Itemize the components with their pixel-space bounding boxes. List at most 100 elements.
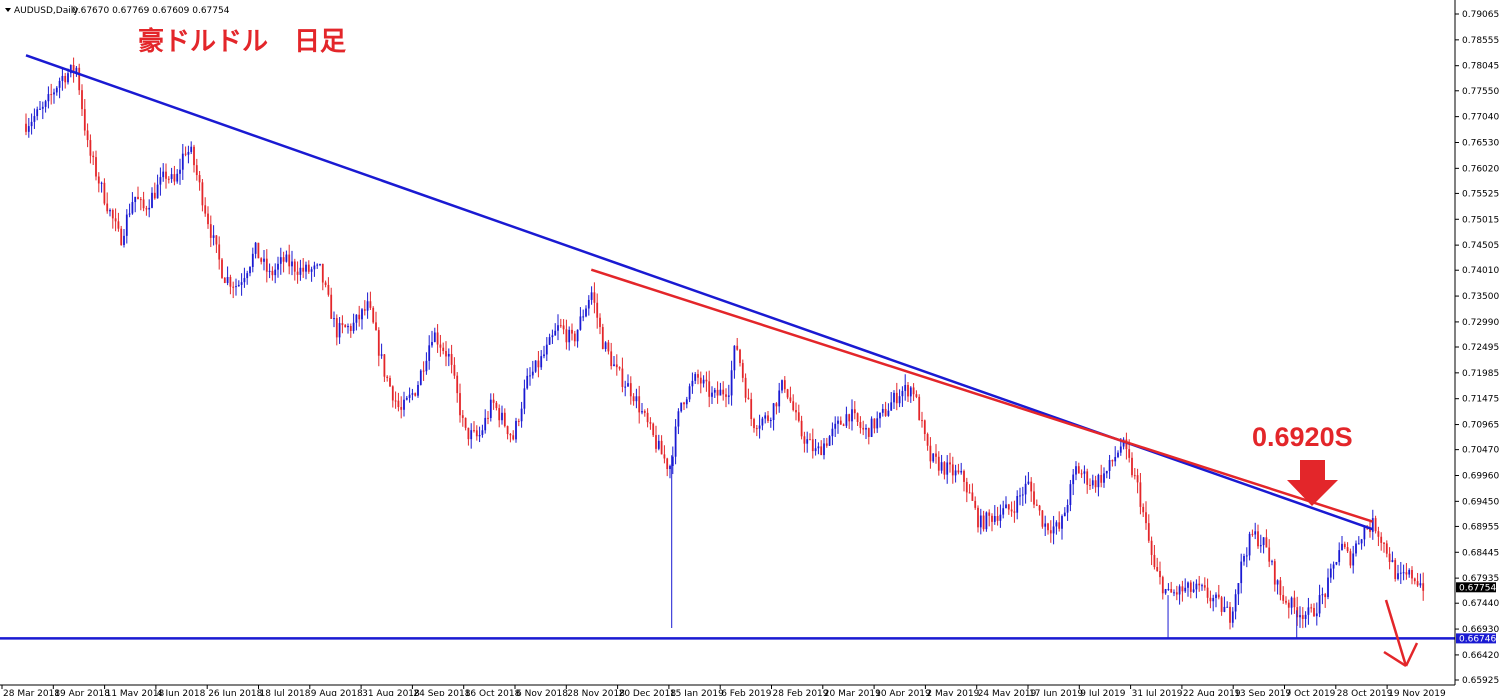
candle-body bbox=[498, 408, 501, 421]
candle-body bbox=[1352, 553, 1355, 566]
candle-body bbox=[240, 282, 243, 285]
support-price-tag bbox=[1456, 633, 1496, 644]
candle-body bbox=[607, 342, 610, 352]
candle-body bbox=[41, 106, 44, 109]
candle-body bbox=[1357, 543, 1360, 545]
collapse-triangle-icon[interactable] bbox=[5, 8, 11, 12]
candle-body bbox=[27, 126, 30, 132]
down-arrow-icon bbox=[1287, 460, 1338, 506]
candle-body bbox=[366, 301, 369, 311]
candle-body bbox=[503, 412, 506, 427]
candle-body bbox=[179, 169, 181, 174]
candle-body bbox=[75, 67, 78, 73]
candle-body bbox=[33, 116, 36, 122]
candle-body bbox=[719, 389, 722, 396]
candle-body bbox=[313, 265, 316, 270]
candle-body bbox=[537, 360, 540, 368]
candle-body bbox=[783, 380, 786, 390]
candle-body bbox=[78, 67, 81, 91]
candle-body bbox=[828, 436, 831, 446]
candle-body bbox=[848, 414, 851, 422]
candle-body bbox=[526, 375, 529, 389]
candle-body bbox=[67, 73, 69, 83]
candle-body bbox=[1290, 597, 1293, 608]
candle-body bbox=[397, 400, 400, 408]
time-tick-label: 19 Apr 2018 bbox=[54, 689, 110, 696]
time-tick-label: 10 Apr 2019 bbox=[875, 689, 931, 696]
candle-body bbox=[1103, 473, 1105, 483]
price-tick-label: 0.71475 bbox=[1462, 395, 1499, 405]
candle-body bbox=[531, 371, 534, 376]
candle-body bbox=[333, 318, 335, 320]
candle-body bbox=[568, 329, 571, 343]
candle-body bbox=[1276, 580, 1279, 585]
candle-body bbox=[1072, 474, 1075, 485]
candle-body bbox=[778, 390, 781, 407]
candle-body bbox=[123, 235, 125, 245]
candle-body bbox=[1010, 509, 1013, 512]
candle-body bbox=[1108, 460, 1111, 471]
candle-body bbox=[515, 420, 517, 440]
candle-body bbox=[551, 335, 554, 338]
candle-body bbox=[470, 430, 473, 440]
time-tick-label: 13 Sep 2019 bbox=[1234, 689, 1291, 696]
red-trendline bbox=[590, 268, 1373, 523]
candle-body bbox=[1380, 536, 1383, 543]
time-tick-label: 4 Jun 2018 bbox=[157, 689, 206, 696]
candle-body bbox=[582, 316, 585, 318]
candle-body bbox=[1355, 543, 1357, 554]
candle-body bbox=[671, 456, 674, 467]
candle-body bbox=[461, 415, 464, 418]
price-tick-label: 0.75015 bbox=[1462, 215, 1499, 225]
candle-body bbox=[139, 199, 142, 201]
time-tick-label: 28 Feb 2019 bbox=[773, 689, 829, 696]
candle-body bbox=[1195, 583, 1198, 590]
candle-body bbox=[478, 434, 481, 437]
candle-body bbox=[106, 203, 109, 212]
time-tick-label: 16 Oct 2018 bbox=[465, 689, 521, 696]
candle-body bbox=[1324, 594, 1327, 598]
candle-body bbox=[428, 345, 431, 361]
candle-body bbox=[697, 374, 699, 378]
candle-body bbox=[1335, 562, 1338, 565]
chart-title: 豪ドルドル 日足 bbox=[138, 26, 346, 57]
candle-body bbox=[814, 448, 817, 452]
candle-body bbox=[666, 458, 669, 470]
candle-body bbox=[610, 351, 613, 367]
candle-body bbox=[1007, 504, 1010, 510]
candle-body bbox=[904, 384, 907, 391]
candle-body bbox=[909, 387, 912, 397]
candle-body bbox=[341, 323, 344, 326]
candle-body bbox=[330, 294, 333, 319]
candle-body bbox=[1262, 537, 1265, 546]
candle-body bbox=[125, 214, 128, 236]
candle-body bbox=[484, 417, 487, 431]
candle-body bbox=[319, 263, 321, 265]
candle-body bbox=[1254, 531, 1257, 535]
candle-body bbox=[932, 453, 935, 462]
candle-body bbox=[1114, 456, 1117, 462]
candle-body bbox=[1192, 589, 1195, 592]
candle-body bbox=[165, 171, 167, 179]
candle-body bbox=[1231, 611, 1234, 623]
candle-body bbox=[548, 337, 551, 345]
price-tick-label: 0.76530 bbox=[1462, 138, 1499, 148]
candle-body bbox=[159, 177, 162, 185]
candle-body bbox=[380, 354, 383, 356]
price-tick-label: 0.73500 bbox=[1462, 292, 1499, 302]
price-tick-label: 0.66420 bbox=[1462, 651, 1499, 661]
candle-body bbox=[730, 370, 733, 396]
candle-body bbox=[1338, 550, 1341, 563]
candle-body bbox=[643, 411, 646, 413]
candle-body bbox=[282, 257, 285, 262]
price-tick-label: 0.70470 bbox=[1462, 446, 1499, 456]
candle-body bbox=[1122, 439, 1125, 447]
candle-body bbox=[1027, 481, 1030, 484]
candle-body bbox=[349, 325, 352, 331]
candle-body bbox=[845, 414, 848, 426]
candle-body bbox=[475, 430, 478, 437]
candle-body bbox=[621, 368, 624, 387]
blue-trendline bbox=[25, 54, 1373, 531]
time-tick-label: 7 Oct 2019 bbox=[1286, 689, 1336, 696]
